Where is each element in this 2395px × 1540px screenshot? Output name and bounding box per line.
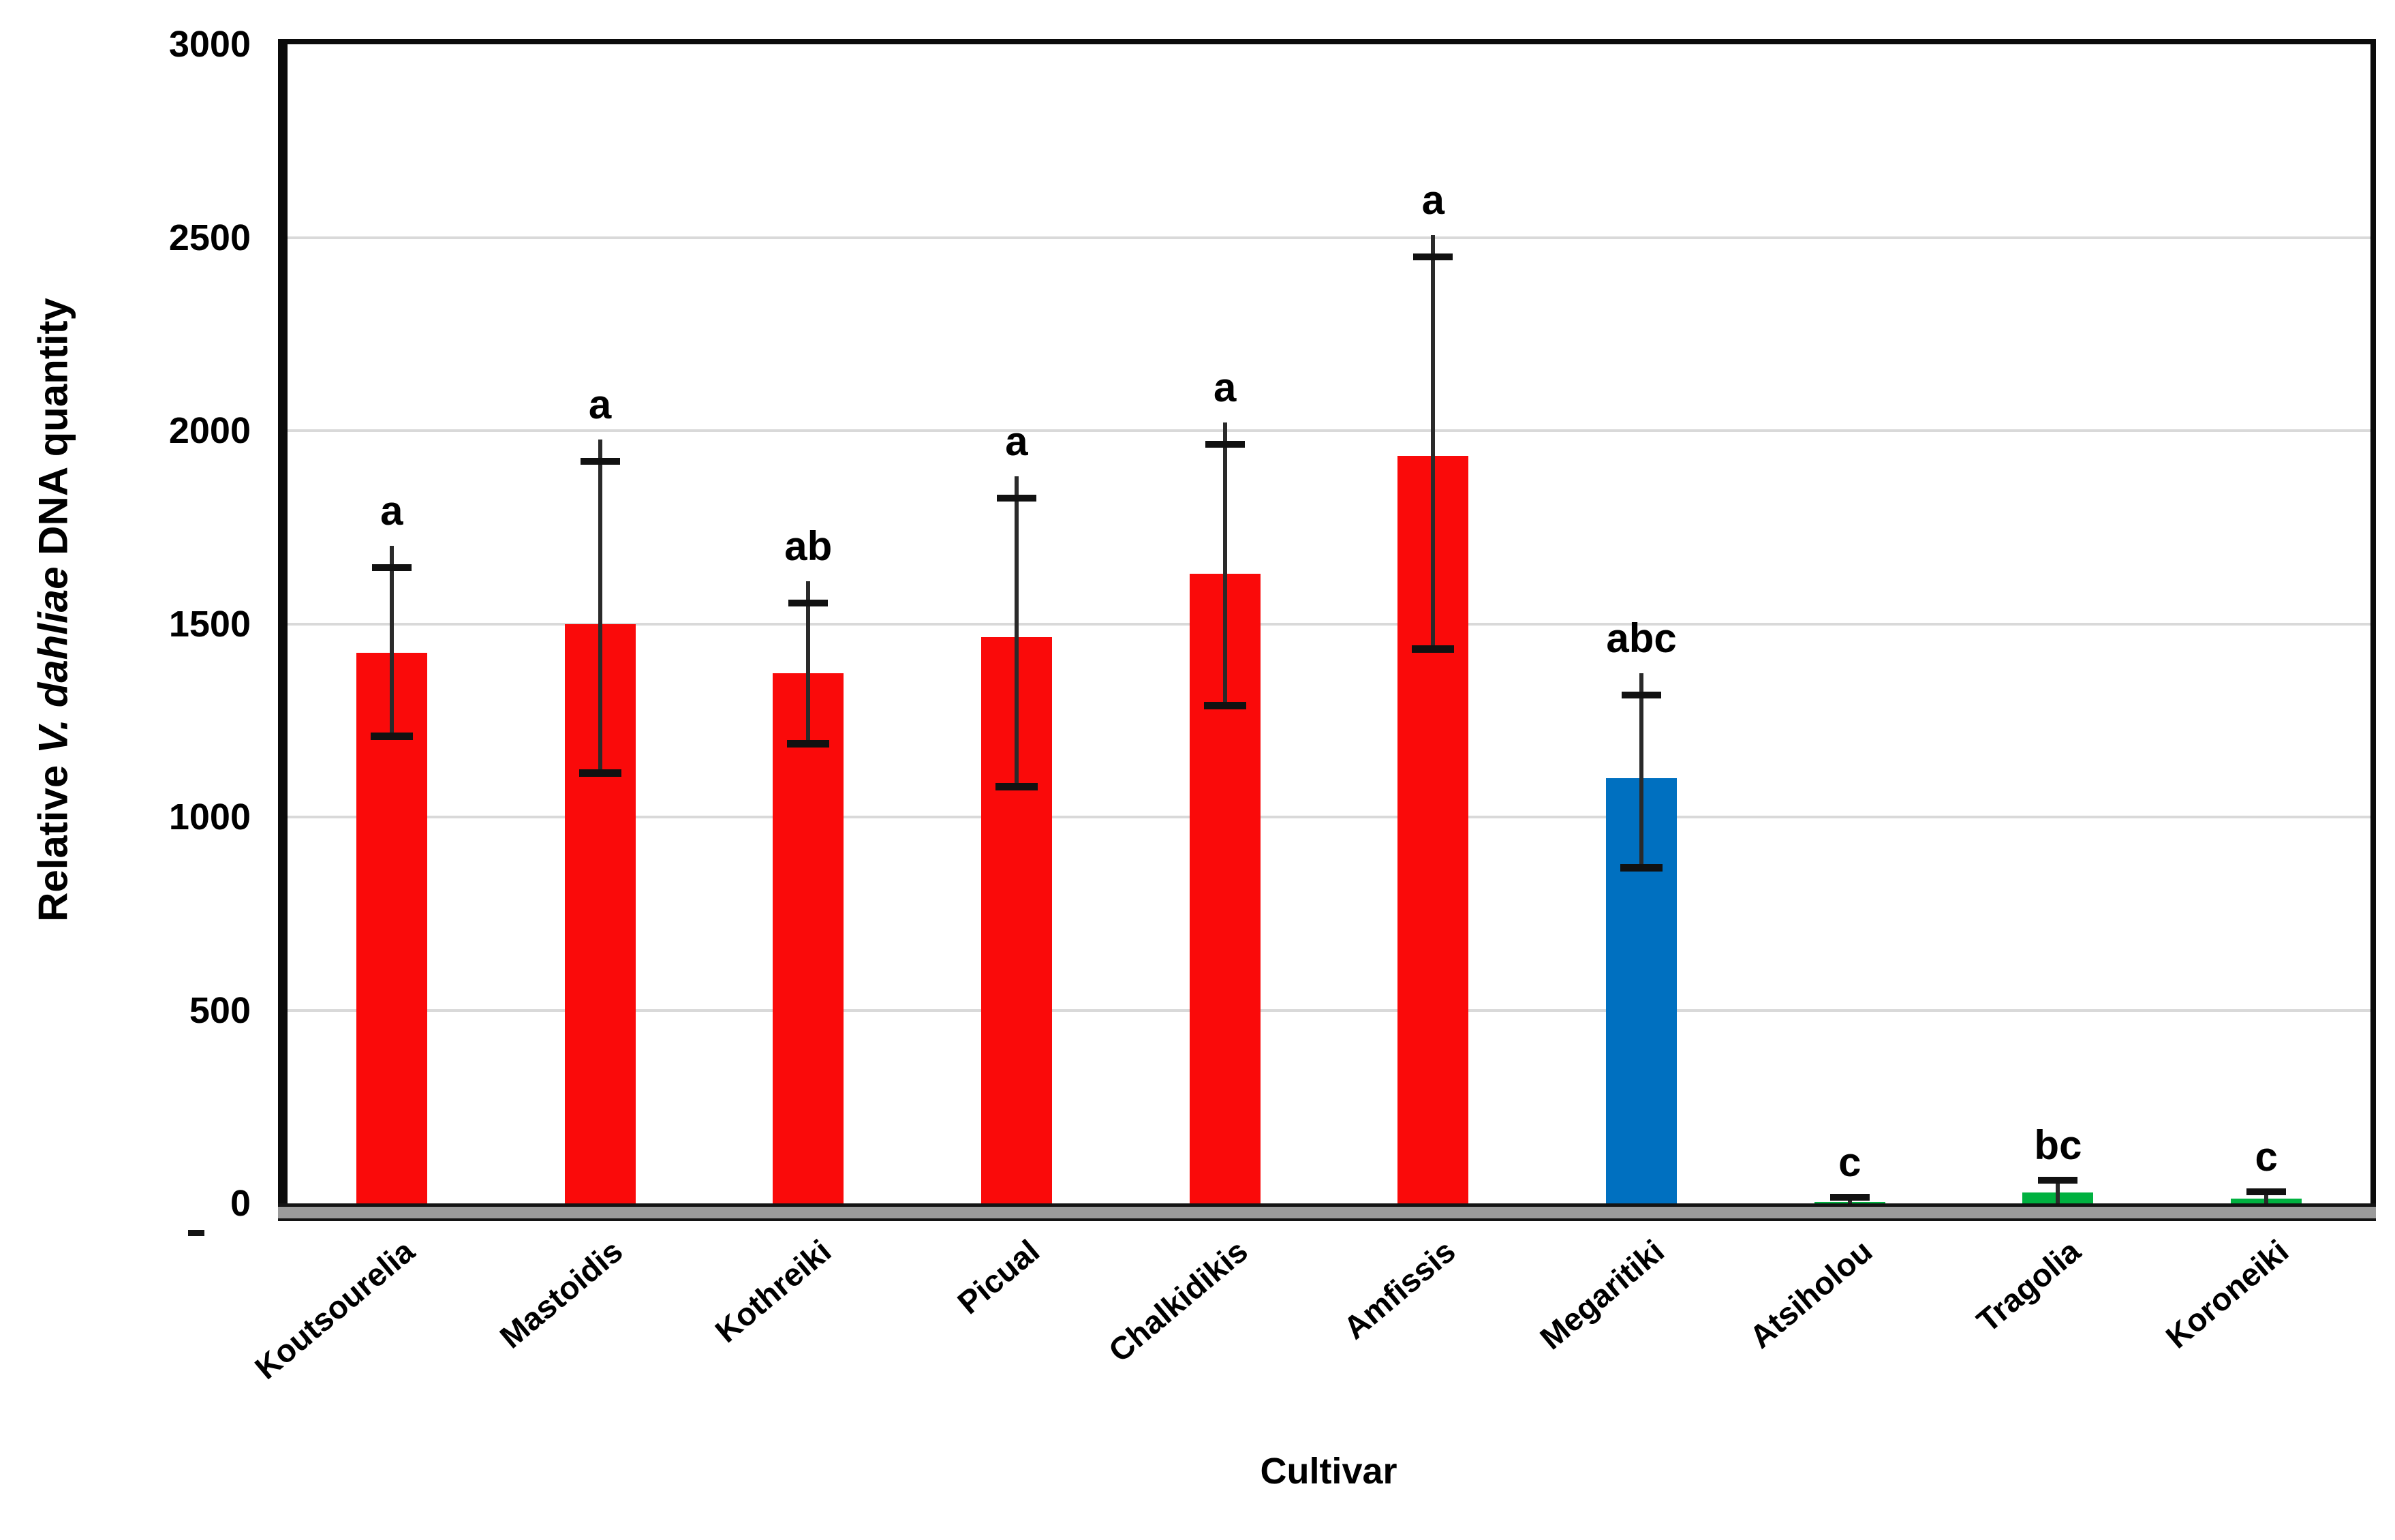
x-tick-label-kothreiki: Kothreiki: [707, 1232, 837, 1350]
x-tick-label-atsiholou: Atsiholou: [1742, 1232, 1879, 1355]
y-axis-title-prefix: Relative: [30, 754, 76, 922]
error-cap-top: [1205, 440, 1245, 448]
error-cap-bottom: [370, 732, 413, 740]
sig-letter-megaritiki: abc: [1606, 615, 1677, 662]
x-tick-label-chalkidikis: Chalkidikis: [1101, 1232, 1254, 1369]
error-cap-bottom: [1412, 645, 1455, 653]
error-cap-bottom: [995, 782, 1038, 790]
bar-koutsourelia: [356, 653, 427, 1203]
x-tick-label-koroneiki: Koroneiki: [2159, 1232, 2296, 1355]
x-tick-label-mastoidis: Mastoidis: [493, 1232, 630, 1355]
x-axis-title: Cultivar: [1260, 1451, 1397, 1492]
error-bar-picual: [1014, 476, 1019, 786]
error-cap-top: [788, 600, 829, 607]
y-tick-label-1000: 1000: [168, 797, 251, 837]
y-tick-label-1500: 1500: [168, 603, 251, 645]
error-cap-top: [2038, 1176, 2078, 1184]
x-axis-line: [278, 1203, 2376, 1221]
error-cap-top: [996, 495, 1036, 502]
error-cap-bottom: [1620, 863, 1663, 872]
y-axis-title: Relative V. dahliae DNA quantity: [30, 298, 77, 922]
error-bar-koutsourelia: [389, 546, 394, 736]
x-tick-label-megaritiki: Megaritiki: [1532, 1232, 1671, 1357]
bar-kothreiki: [773, 673, 844, 1203]
sig-letter-kothreiki: ab: [784, 523, 833, 570]
error-cap-top: [1829, 1194, 1870, 1201]
error-bar-megaritiki: [1639, 673, 1644, 867]
x-tick-label-amfissis: Amfissis: [1336, 1232, 1463, 1346]
error-cap-top: [371, 564, 412, 572]
sig-letter-atsiholou: c: [1838, 1139, 1861, 1186]
error-cap-bottom: [1203, 701, 1246, 709]
plot-area: a a ab a a a abc c bc c: [278, 39, 2376, 1209]
error-cap-top: [580, 458, 620, 465]
error-bar-chalkidikis: [1222, 422, 1227, 705]
error-bar-mastoidis: [598, 440, 602, 773]
y-tick-label-3000: 3000: [168, 24, 251, 65]
y-tick-label-0: 0: [230, 1183, 251, 1224]
x-tick-label-koutsourelia: Koutsourelia: [247, 1232, 421, 1387]
y-axis-title-italic: V. dahliae: [30, 566, 76, 754]
y-axis-title-suffix: DNA quantity: [30, 298, 76, 567]
y-tick-label-2500: 2500: [168, 217, 251, 258]
error-bar-kothreiki: [806, 581, 811, 744]
sig-letter-chalkidikis: a: [1213, 364, 1237, 410]
gridline-500: [288, 1008, 2370, 1012]
error-cap-top: [2246, 1188, 2287, 1195]
sig-letter-amfissis: a: [1421, 176, 1445, 223]
gridline-1500: [288, 622, 2370, 626]
sig-letter-mastoidis: a: [588, 382, 612, 428]
gridline-2000: [288, 429, 2370, 432]
error-cap-top: [1413, 253, 1453, 260]
sig-letter-koroneiki: c: [2255, 1133, 2278, 1180]
gridline-2500: [288, 236, 2370, 239]
error-cap-top: [1622, 692, 1662, 699]
x-tick-label-picual: Picual: [950, 1232, 1046, 1321]
error-cap-bottom: [578, 769, 621, 777]
error-bar-tragolia: [2056, 1180, 2060, 1203]
error-bar-amfissis: [1431, 234, 1436, 649]
sig-letter-koutsourelia: a: [380, 488, 403, 534]
gridline-1000: [288, 816, 2370, 818]
sig-letter-tragolia: bc: [2034, 1122, 2082, 1168]
y-tick-label-500: 500: [189, 989, 251, 1031]
error-bar-koroneiki: [2264, 1191, 2269, 1203]
y-tick-label-2000: 2000: [168, 410, 251, 451]
stray-dash-mark: [188, 1230, 204, 1236]
x-tick-label-tragolia: Tragolia: [1970, 1232, 2088, 1340]
error-cap-bottom: [787, 740, 830, 748]
sig-letter-picual: a: [1005, 418, 1028, 465]
